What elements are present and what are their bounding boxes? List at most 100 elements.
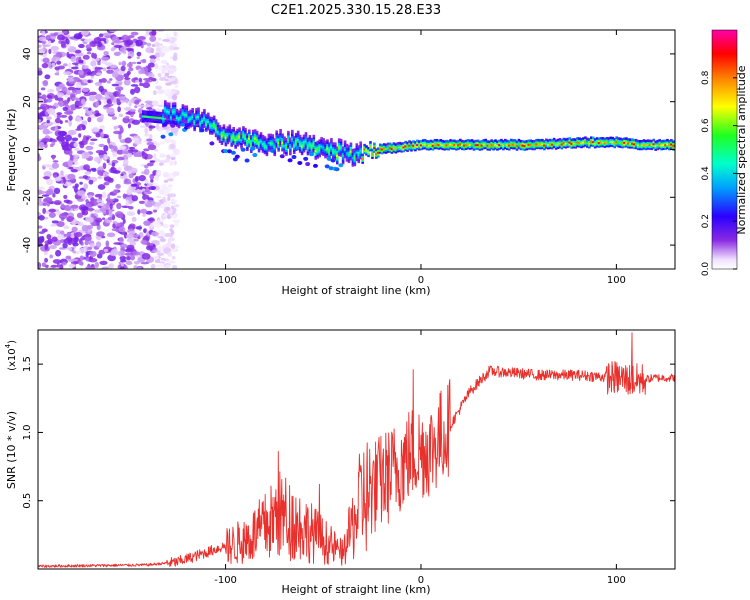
spectrogram-noise-cell [112,150,118,158]
spectrogram-ridge-cell [400,148,404,151]
spectrogram-ridge-cell [310,143,314,147]
spectrogram-ridge-cell [349,157,353,161]
spectrogram-ridge-cell [416,147,419,150]
spectrogram-ridge-cell [232,140,235,144]
spectrogram-ridge-cell [224,128,228,132]
spectrogram-noise-cell [168,193,177,198]
spectrogram-ridge-cell [226,130,230,133]
spectrogram-ridge-cell [611,142,615,146]
spectrogram-ridge-cell [189,109,193,113]
spectrogram-ridge-cell [646,139,650,142]
spectrogram-ridge-cell [298,146,302,149]
spectrogram-ridge-cell [394,147,398,150]
spectrogram-ridge-cell [367,148,370,152]
spectrogram-ridge-cell [451,139,454,143]
spectrogram-noise-cell [78,247,88,254]
spectrogram-ridge-cell [343,148,347,151]
spectrogram-noise-cell [87,194,93,199]
spectrogram-noise-cell [62,86,68,93]
spectrogram-ridge-cell [664,141,667,145]
spectrogram-ridge-cell [570,144,574,147]
spectrogram-ridge-cell [451,147,454,150]
spectrogram-ridge-cell [353,155,357,159]
spectrogram-ridge-cell [306,137,310,141]
spectrogram-ridge-cell [382,148,386,152]
spectrogram-noise-cell [56,97,64,102]
spectrogram-ridge-cell [433,140,437,144]
spectrogram-noise-cell [169,224,175,228]
spectrogram-ridge-cell [588,142,591,145]
spectrogram-ridge-cell [533,139,536,143]
spectrogram-noise-cell [124,137,132,144]
spectrogram-noise-cell [46,233,52,240]
spectrogram-ridge-cell [253,135,257,138]
spectrogram-ridge-cell [357,151,361,154]
spectrogram-ridge-cell [351,154,355,158]
spectrogram-ridge-cell [539,141,542,144]
spectrogram-ridge-cell [193,128,196,132]
spectrogram-ridge-cell [339,150,343,154]
spectrogram-noise-cell [144,104,151,108]
spectrogram-ridge-cell [502,141,505,145]
spectrogram-ridge-cell [212,119,216,123]
spectrogram-ridge-cell [619,143,622,146]
spectrogram-ridge-cell [240,142,243,145]
spectrogram-ridge-cell [232,138,235,142]
spectrogram-ridge-cell [599,138,603,142]
spectrogram-ridge-cell [580,138,583,141]
spectrogram-ridge-cell [636,141,640,145]
spectrogram-ridge-cell [410,145,413,148]
spectrogram-ridge-cell [269,137,273,141]
spectrogram-ridge-cell [353,157,357,161]
spectrogram-ridge-cell [435,144,439,148]
spectrogram-ridge-cell [201,117,204,121]
spectrogram-ridge-cell [304,143,308,147]
spectrogram-noise-cell [89,200,98,207]
spectrogram-ridge-cell [582,141,585,144]
spectrogram-ridge-cell [625,137,628,140]
spectrogram-ridge-cell [656,145,660,149]
spectrogram-noise-cell [101,191,107,199]
spectrogram-ridge-cell [273,140,277,143]
spectrogram-ridge-cell [199,114,202,117]
spectrogram-ridge-cell [654,140,658,144]
spectrogram-noise-cell [87,109,95,116]
spectrogram-noise-cell [116,195,122,199]
spectrogram-noise-cell [117,213,124,219]
spectrogram-ridge-cell [177,112,181,115]
spectrogram-ridge-cell [418,140,421,143]
spectrogram-noise-cell [98,33,104,38]
spectrogram-ridge-cell [507,145,511,149]
spectrogram-noise-cell [108,209,112,214]
spectrogram-noise-cell [137,236,141,240]
spectrogram-ridge-cell [292,138,296,141]
spectrogram-ridge-cell [371,156,374,159]
spectrogram-ridge-cell [263,142,267,145]
spectrogram-ridge-cell [296,132,300,136]
spectrogram-ridge-cell [271,145,275,149]
spectrogram-ridge-cell [326,150,329,154]
spectrogram-ridge-cell [210,120,214,124]
spectrogram-ridge-cell [666,140,669,144]
spectrogram-noise-cell [160,59,168,65]
spectrogram-ridge-cell [347,160,351,164]
spectrogram-noise-cell [67,173,76,180]
spectrogram-noise-cell [51,236,58,242]
spectrogram-noise-cell [137,104,145,108]
spectrogram-noise-cell [95,93,103,101]
spectrogram-ridge-cell [263,138,267,141]
spectrogram-noise-cell [48,208,56,213]
spectrogram-ridge-cell [347,147,351,150]
spectrogram-ridge-cell [267,149,271,152]
spectrogram-ridge-cell [193,124,196,128]
spectrogram-noise-cell [57,34,66,41]
spectrogram-ridge-cell [244,133,247,137]
spectrogram-ridge-cell [662,139,665,143]
spectrogram-ridge-cell [253,144,257,148]
spectrogram-ridge-cell [242,130,245,133]
spectrogram-ridge-cell [230,144,234,147]
spectrogram-noise-cell [143,228,147,233]
spectrogram-noise-cell [102,217,106,220]
spectrogram-noise-cell [58,83,64,89]
spectrogram-noise-cell [106,80,111,84]
